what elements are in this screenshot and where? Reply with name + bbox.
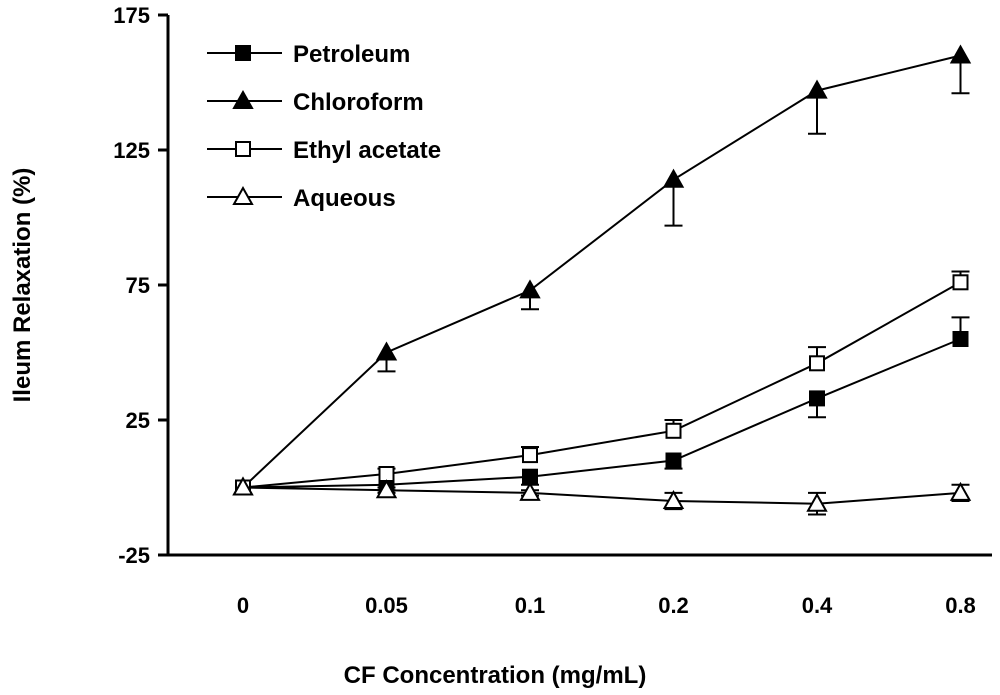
data-point: [949, 481, 972, 501]
series-line: [242, 54, 961, 489]
y-tick-label: 25: [126, 408, 150, 433]
legend-marker: [235, 141, 251, 157]
legend-marker: [232, 185, 254, 205]
data-point: [375, 479, 398, 499]
data-point: [232, 476, 254, 496]
x-tick-label: 0.1: [515, 593, 546, 618]
legend-item-ethyl-acetate: Ethyl acetate: [207, 137, 441, 164]
series-line: [242, 281, 961, 489]
data-point: [375, 341, 398, 361]
series-petroleum: [235, 316, 970, 496]
series-aqueous: [232, 476, 972, 516]
legend-label: Chloroform: [293, 89, 424, 116]
data-point: [662, 489, 685, 509]
series-line: [242, 486, 961, 505]
y-tick-label: 75: [126, 273, 150, 298]
series-chloroform: [232, 44, 972, 496]
y-axis-title: Ileum Relaxation (%): [9, 168, 36, 403]
data-point: [806, 492, 828, 512]
data-point: [809, 390, 825, 407]
legend-label: Ethyl acetate: [293, 137, 441, 164]
data-point: [806, 79, 828, 99]
legend-label: Petroleum: [293, 41, 410, 68]
data-point: [952, 274, 969, 291]
data-point: [809, 355, 825, 372]
axes: -25 25 75 125 175 0 0.05 0.1 0.2 0.4 0.8: [113, 3, 992, 618]
series-ethyl-acetate: [235, 270, 970, 496]
legend: Petroleum Chloroform Ethyl acetate Aqueous: [207, 41, 441, 212]
data-point: [665, 452, 682, 469]
plot-area: [232, 44, 972, 516]
legend-item-petroleum: Petroleum: [207, 41, 410, 68]
series-line: [242, 338, 961, 489]
y-tick-label: 125: [113, 138, 150, 163]
x-tick-label: 0.2: [658, 593, 689, 618]
data-point: [949, 44, 972, 64]
x-tick-label: 0.8: [945, 593, 976, 618]
legend-item-aqueous: Aqueous: [207, 185, 396, 212]
data-point: [952, 331, 969, 347]
legend-item-chloroform: Chloroform: [207, 89, 424, 116]
data-point: [662, 168, 685, 188]
legend-label: Aqueous: [293, 185, 396, 212]
x-axis-title: CF Concentration (mg/mL): [344, 662, 647, 689]
x-tick-label: 0.05: [365, 593, 408, 618]
data-point: [519, 279, 541, 299]
legend-marker: [232, 89, 254, 109]
data-point: [665, 422, 682, 439]
x-tick-label: 0: [237, 593, 249, 618]
data-point: [378, 466, 395, 482]
y-tick-label: 175: [113, 3, 150, 28]
y-tick-label: -25: [118, 543, 150, 568]
data-point: [522, 468, 538, 485]
data-point: [522, 447, 538, 464]
x-tick-label: 0.4: [802, 593, 833, 618]
legend-marker: [235, 45, 251, 61]
data-point: [519, 481, 541, 501]
